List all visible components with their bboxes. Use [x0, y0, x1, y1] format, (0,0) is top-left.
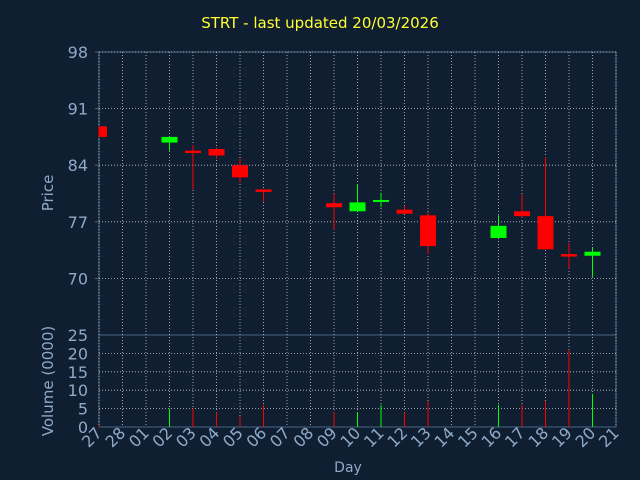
price-tick-label: 84 [68, 156, 88, 175]
candle-body [373, 199, 389, 202]
candle-body [537, 216, 554, 250]
price-tick-label: 77 [68, 213, 88, 232]
candle-body [396, 209, 413, 214]
candle-body [161, 136, 178, 143]
candle-body [208, 149, 225, 156]
candle-body [255, 189, 272, 192]
candle-body [490, 225, 507, 238]
candle-body [99, 126, 107, 137]
price-tick-label: 98 [68, 43, 88, 62]
candle-body [349, 202, 366, 212]
volume-tick-label: 0 [78, 418, 88, 437]
candle-body [185, 150, 201, 154]
volume-tick-label: 20 [68, 344, 88, 363]
volume-tick-label: 5 [78, 400, 88, 419]
candle-body [326, 203, 342, 208]
candle-body [232, 165, 248, 178]
candle-body [561, 254, 577, 257]
x-axis-label: Day [334, 460, 362, 476]
price-tick-label: 91 [68, 100, 88, 119]
volume-tick-label: 15 [68, 363, 88, 382]
candle-body [584, 251, 601, 256]
candle-body [420, 215, 436, 247]
price-tick-label: 70 [68, 269, 88, 288]
volume-top-tick-label: 25 [68, 326, 88, 345]
candle-body [514, 211, 530, 217]
x-tick-label: 21 [595, 423, 623, 451]
price-axis-label: Price [39, 175, 57, 212]
volume-tick-label: 10 [68, 381, 88, 400]
chart-title: STRT - last updated 20/03/2026 [201, 14, 439, 32]
volume-axis-label: Volume (0000) [39, 326, 57, 436]
